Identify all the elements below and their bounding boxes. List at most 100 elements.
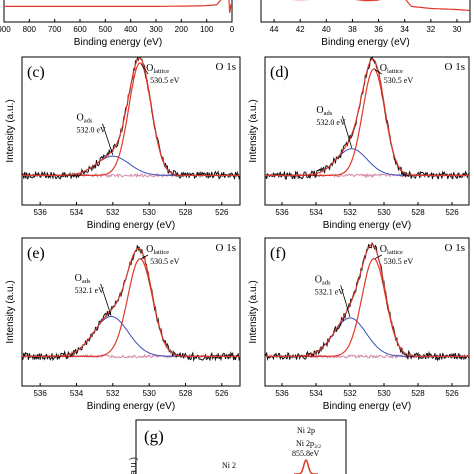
- x-tick-label: 532: [343, 389, 357, 398]
- series-experimental: [265, 57, 469, 180]
- peak-label: Ni 2p3/2: [296, 439, 321, 450]
- panel-label: (f): [270, 245, 286, 262]
- peak-label-sub: ads: [322, 279, 331, 286]
- peak-label-lattice: Olattice: [146, 63, 169, 75]
- plot-area: [22, 245, 240, 363]
- y-axis-label: (a.u.): [128, 457, 138, 474]
- panel-label: (e): [27, 245, 45, 262]
- peak-pointer: [374, 69, 383, 75]
- x-tick-label: 536: [275, 389, 289, 398]
- series-experimental: [22, 57, 240, 181]
- peak-pointer: [140, 63, 149, 75]
- peak-label-main: Ni 2p: [297, 426, 315, 435]
- x-axis-label: Binding energy (eV): [74, 37, 162, 48]
- x-tick-label: 526: [215, 389, 229, 398]
- x-tick-label: 528: [179, 389, 193, 398]
- peak-pointer: [100, 283, 112, 316]
- peak-label-sub: lattice: [153, 249, 169, 256]
- panel-d: 536 534 532 530 528 526 Binding energy (eV) (d)…: [248, 56, 470, 231]
- series-line: [4, 0, 232, 13]
- peak-label-main: O: [315, 274, 322, 285]
- series-line: [294, 458, 318, 474]
- peak-label-sub: ads: [324, 110, 333, 117]
- x-tick-label: 200: [175, 25, 189, 34]
- element-label: O 1s: [216, 61, 236, 73]
- peak-label-main: O: [380, 244, 387, 255]
- series-ads: [265, 317, 469, 357]
- axis-frame: [21, 237, 241, 387]
- peak-label: Ni 2p: [297, 426, 315, 435]
- x-tick-label: 528: [179, 208, 193, 217]
- element-label: O 1s: [445, 61, 465, 73]
- panel-label: (g): [144, 427, 164, 446]
- plot-area: [4, 0, 232, 13]
- axis-frame: [260, 0, 471, 23]
- peak-label-main: O: [380, 63, 387, 74]
- series-line: [292, 0, 470, 12]
- x-tick-label: 530: [377, 208, 391, 217]
- series-fit: [265, 58, 469, 176]
- axis-frame: [3, 0, 233, 23]
- panel-a: 900 800 700 600 500 400 300 200 100 0 Binding ener…: [0, 0, 235, 48]
- x-tick-label: 532: [106, 208, 120, 217]
- axis-frame: [135, 419, 347, 474]
- x-tick-label: 36: [374, 25, 383, 34]
- peak-pointer: [140, 254, 149, 260]
- series-experimental: [265, 242, 469, 362]
- peak-label-sub: lattice: [153, 68, 169, 75]
- x-axis-label: Binding energy (eV): [87, 401, 175, 412]
- x-tick-label: 526: [445, 389, 459, 398]
- x-tick-label: 534: [70, 389, 84, 398]
- y-axis-label: Intensity (a.u.): [248, 280, 259, 343]
- panel-label: (d): [270, 64, 289, 81]
- x-tick-label: 30: [452, 25, 461, 34]
- peak-label-ads: Oads: [76, 113, 92, 125]
- peak-label-sub: ads: [82, 278, 91, 285]
- peak-label-main: O: [316, 105, 323, 116]
- x-tick-label: 38: [348, 25, 357, 34]
- energy-label: 532.1 eV: [75, 286, 105, 295]
- peak-label-lattice: Olattice: [380, 244, 403, 256]
- x-tick-label: 532: [343, 208, 357, 217]
- panel-c: 536 534 532 530 528 526 Binding energy (eV) (c)…: [5, 56, 241, 231]
- x-axis-label: Binding energy (eV): [323, 220, 411, 231]
- x-axis-label: Binding energy (eV): [323, 401, 411, 412]
- x-tick-label: 530: [142, 389, 156, 398]
- peak-label: Ni 2: [222, 461, 236, 470]
- x-tick-label: 40: [322, 25, 331, 34]
- x-tick-label: 532: [106, 389, 120, 398]
- peak-label-lattice: Olattice: [380, 63, 403, 75]
- peak-pointer: [342, 116, 353, 148]
- x-tick-label: 528: [411, 389, 425, 398]
- energy-label: 532.0 eV: [76, 126, 106, 135]
- series-fit: [265, 244, 469, 357]
- x-tick-label: 528: [411, 208, 425, 217]
- x-tick-label: 530: [142, 208, 156, 217]
- peak-label-ads: Oads: [75, 273, 91, 285]
- peak-pointer: [374, 254, 382, 260]
- element-label: O 1s: [445, 242, 465, 254]
- axis-frame: [264, 237, 470, 387]
- peak-label-main: O: [75, 273, 82, 284]
- x-tick-label: 800: [23, 25, 37, 34]
- peak-label-main: O: [146, 63, 153, 74]
- energy-label: 532.1 eV: [315, 287, 345, 296]
- x-tick-label: 0: [230, 25, 235, 34]
- x-tick-label: 32: [426, 25, 435, 34]
- x-tick-label: 536: [33, 208, 47, 217]
- x-tick-label: 44: [270, 25, 279, 34]
- x-tick-label: 700: [48, 25, 62, 34]
- panel-b: 44 42 40 38 36 34 32 30 Binding energy (eV): [260, 0, 471, 48]
- series-fit: [22, 247, 240, 357]
- x-tick-label: 300: [149, 25, 163, 34]
- series-fit: [22, 57, 240, 176]
- x-tick-label: 526: [215, 208, 229, 217]
- plot-area: [265, 242, 469, 362]
- peak-pointer: [340, 285, 351, 318]
- energy-label: 855.8eV: [292, 449, 320, 458]
- series-ads: [22, 315, 240, 357]
- y-axis-label: Intensity (a.u.): [5, 99, 16, 162]
- energy-label: 530.5 eV: [150, 76, 180, 85]
- x-axis-label: Binding energy (eV): [321, 37, 409, 48]
- x-tick-label: 600: [73, 25, 87, 34]
